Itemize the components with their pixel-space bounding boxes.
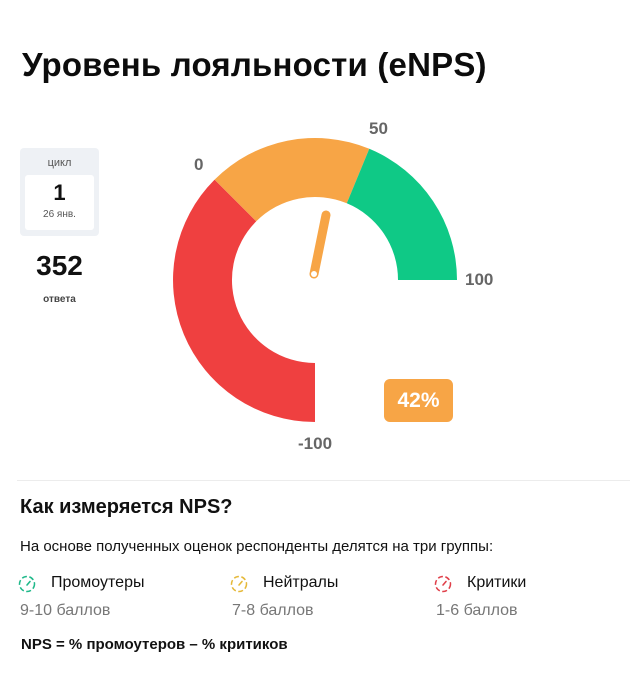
cycle-value-box: 1 26 янв. (25, 175, 94, 230)
gauge-icon (230, 575, 248, 593)
gauge-band-promoters (346, 148, 457, 280)
group-name: Промоутеры (51, 574, 145, 591)
responses-label: ответа (43, 294, 76, 305)
enps-score-badge: 42% (384, 379, 453, 422)
group-score: 1-6 баллов (436, 602, 518, 619)
tick-fifty: 50 (369, 119, 388, 138)
group-name: Критики (467, 574, 527, 591)
cycle-selector[interactable]: цикл 1 26 янв. (20, 148, 99, 236)
section-description: На основе полученных оценок респонденты … (20, 538, 494, 555)
cycle-number: 1 (53, 180, 66, 205)
gauge-icon (434, 575, 452, 593)
tick-zero: 0 (194, 155, 203, 174)
section-title: Как измеряется NPS? (20, 496, 233, 518)
gauge-band-critics (173, 179, 315, 422)
cycle-label: цикл (47, 157, 72, 169)
tick-max: 100 (465, 270, 493, 289)
page-title: Уровень лояльности (eNPS) (22, 46, 487, 83)
gauge-band-neutrals (214, 138, 370, 222)
nps-formula: NPS = % промоутеров – % критиков (21, 636, 288, 653)
group-score: 7-8 баллов (232, 602, 314, 619)
enps-gauge: 0 50 100 -100 (173, 119, 493, 453)
responses-count: 352 (36, 250, 83, 281)
tick-min: -100 (298, 434, 332, 453)
gauge-needle (309, 210, 331, 279)
group-name: Нейтралы (263, 574, 339, 591)
group-score: 9-10 баллов (20, 602, 111, 619)
gauge-icon (18, 575, 36, 593)
cycle-date: 26 янв. (43, 209, 76, 220)
section-divider (17, 480, 630, 481)
